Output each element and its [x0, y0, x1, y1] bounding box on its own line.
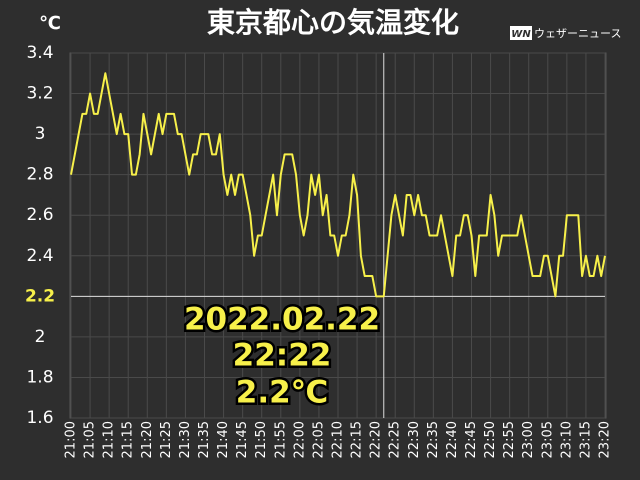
x-tick-label: 23:15: [578, 421, 593, 458]
x-tick-label: 21:20: [140, 421, 155, 458]
annotation-value: 2.2℃: [236, 375, 328, 411]
x-tick-label: 22:55: [502, 421, 517, 458]
x-tick-label: 22:35: [426, 421, 441, 458]
x-tick-label: 21:55: [273, 421, 288, 458]
x-tick-label: 21:50: [254, 421, 269, 458]
x-tick-label: 22:50: [483, 421, 498, 458]
annotation-date: 2022.02.22: [184, 302, 380, 338]
y-unit: ℃: [39, 13, 61, 34]
x-tick-label: 22:30: [407, 421, 422, 458]
x-tick-label: 22:45: [464, 421, 479, 458]
x-tick-label: 23:05: [540, 421, 555, 458]
x-tick-label: 21:00: [64, 421, 79, 458]
annotation-time: 22:22: [233, 338, 332, 374]
x-tick-label: 22:10: [331, 421, 346, 458]
x-tick-label: 21:15: [121, 421, 136, 458]
x-tick-label: 21:25: [159, 421, 174, 458]
x-tick-label: 21:35: [197, 421, 212, 458]
x-tick-label: 21:10: [102, 421, 117, 458]
x-tick-label: 22:20: [369, 421, 384, 458]
x-tick-label: 21:05: [83, 421, 98, 458]
x-tick-label: 22:00: [292, 421, 307, 458]
y-tick-label: 1.6: [26, 408, 53, 428]
x-tick-label: 23:20: [598, 421, 613, 458]
x-tick-label: 22:05: [311, 421, 326, 458]
y-tick-label: 2: [35, 327, 46, 347]
x-tick-label: 23:00: [521, 421, 536, 458]
logo: ウェザーニュース: [534, 27, 621, 40]
y-tick-label: 1.8: [26, 367, 53, 387]
x-tick-label: 21:40: [216, 421, 231, 458]
y-tick-label: 2.6: [26, 205, 53, 225]
x-tick-label: 21:45: [235, 421, 250, 458]
line: [70, 72, 606, 298]
y-tick-label: 3: [35, 124, 46, 144]
chart-title: 東京都心の気温変化: [207, 6, 459, 39]
y-tick-label: 2.4: [26, 246, 53, 266]
logo-box: [510, 26, 532, 40]
x-tick-label: 22:25: [388, 421, 403, 458]
y-tick-label: 2.8: [26, 165, 53, 185]
y-tick-label: 2.2: [25, 286, 55, 306]
y-tick-label: 3.4: [26, 43, 53, 63]
x-tick-label: 22:40: [445, 421, 460, 458]
x-tick-label: 21:30: [178, 421, 193, 458]
logo-mark: WN: [511, 29, 531, 40]
x-tick-label: 22:15: [350, 421, 365, 458]
x-tick-label: 23:10: [559, 421, 574, 458]
y-tick-label: 3.2: [26, 84, 53, 104]
